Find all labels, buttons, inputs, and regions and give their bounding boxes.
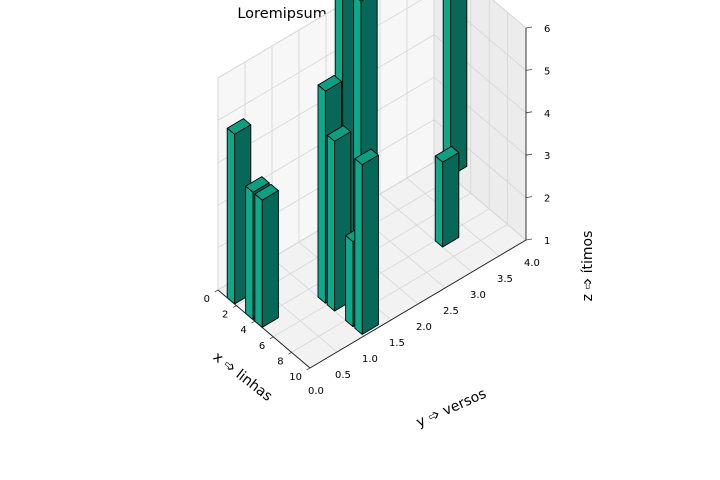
bar [354,148,379,335]
z-tick-mark [525,26,533,29]
x-tick-mark [251,320,256,324]
bar-front-face [361,154,379,335]
grid-line-z [217,119,527,248]
z-tick-mark [525,196,533,198]
z-tick-label: 1 [544,236,550,247]
bar-front-face [261,190,279,328]
z-tick-label: 5 [544,66,550,77]
y-tick-label: 2.0 [416,322,432,333]
x-tick-label: 2 [222,310,228,321]
y-axis-line [309,239,527,369]
y-tick-label: 4.0 [524,258,540,269]
y-tick-label: 1.5 [389,338,405,349]
x-tick-mark [232,305,237,308]
bar [434,145,460,248]
z-tick-label: 4 [544,109,550,120]
z-tick-label: 2 [544,194,550,205]
z-tick-mark [525,153,533,156]
x-tick-label: 8 [277,356,283,367]
bar-side-face [345,235,354,328]
bar-group [226,0,468,335]
grid-line-z [217,161,527,291]
x-tick-mark [214,289,219,293]
x-axis-label: x ➩ linhas [210,349,275,405]
y-axis-label: y ➩ versos [414,386,489,431]
y-tick-label: 2.5 [443,306,459,317]
x-axis-line [217,289,311,369]
bar [254,183,279,328]
bar-front-face [442,152,460,248]
z-tick-mark [525,238,533,241]
bar-side-face [226,127,236,305]
z-axis-label: z ➩ ítimos [580,231,596,302]
bar-side-face [326,134,336,312]
grid-line-z [217,0,527,79]
y-tick-label: 3.0 [470,290,486,301]
grid-line-z [217,34,527,164]
bar [442,0,468,177]
tick-group: 0 2 4 6 8 10 0.0 0.5 1.0 1.5 2.0 2.5 3.0 3.5 4.0 1 2 3 4 5 6 [204,24,551,397]
x-tick-mark [306,367,311,371]
y-tick-label: 1.0 [362,354,378,365]
grid-line-z [217,0,527,121]
bar-side-face [434,155,444,248]
bar-side-face [354,158,363,335]
grid-line-z [217,76,527,206]
x-tick-mark [288,352,292,355]
z-tick-mark [525,69,533,71]
bar-side-face [245,185,254,321]
x-tick-mark [269,336,274,340]
z-tick-mark [525,111,533,114]
x-tick-label: 10 [289,372,302,383]
y-tick-label: 0.0 [308,386,324,397]
x-tick-label: 4 [240,325,246,336]
x-tick-label: 6 [259,341,265,352]
x-tick-label: 0 [204,294,210,305]
z-tick-label: 3 [544,151,550,162]
bar-side-face [254,193,263,328]
bar-side-face [317,84,326,304]
y-tick-label: 0.5 [335,370,351,381]
z-tick-label: 6 [544,24,550,35]
y-tick-label: 3.5 [497,274,513,285]
